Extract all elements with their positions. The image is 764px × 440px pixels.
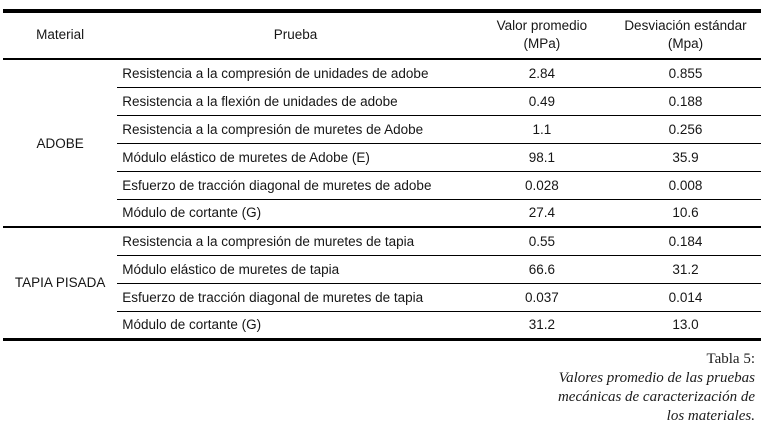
table-row: Módulo de cortante (G) 31.2 13.0: [3, 311, 761, 339]
material-cell: ADOBE: [36, 135, 84, 151]
header-row: Material Prueba Valor promedio (MPa) Des…: [3, 11, 761, 61]
prueba-cell: Esfuerzo de tracción diagonal de muretes…: [117, 283, 474, 312]
valor-promedio-cell: 2.84: [473, 59, 610, 88]
table-row: Módulo de cortante (G) 27.4 10.6: [3, 199, 761, 227]
prueba-cell: Módulo elástico de muretes de tapia: [117, 255, 474, 284]
header-valor-line1: Valor promedio: [496, 18, 588, 33]
table-row: Resistencia a la compresión de muretes d…: [3, 115, 761, 144]
table-row: Esfuerzo de tracción diagonal de muretes…: [3, 283, 761, 312]
table-row: Esfuerzo de tracción diagonal de muretes…: [3, 171, 761, 200]
valor-promedio-cell: 66.6: [473, 255, 610, 284]
desviacion-cell: 0.184: [609, 227, 761, 256]
table-row: Resistencia a la flexión de unidades de …: [3, 87, 761, 116]
material-group: TAPIA PISADA Resistencia a la compresión …: [3, 227, 761, 340]
valor-promedio-cell: 98.1: [473, 143, 610, 172]
table-row: Módulo elástico de muretes de Adobe (E) 9…: [3, 143, 761, 172]
prueba-cell: Módulo de cortante (G): [122, 317, 262, 333]
valor-promedio-cell: 0.49: [473, 87, 610, 116]
valor-promedio-cell: 27.4: [528, 205, 556, 221]
prueba-cell: Esfuerzo de tracción diagonal de muretes…: [117, 171, 474, 200]
header-prueba: Prueba: [117, 11, 474, 61]
valor-promedio-cell: 0.028: [473, 171, 610, 200]
desviacion-cell: 31.2: [609, 255, 761, 284]
caption-label: Tabla 5:: [706, 350, 755, 367]
desviacion-cell: 10.6: [672, 205, 699, 221]
table-row: ADOBE Resistencia a la compresión de unid…: [3, 59, 761, 151]
caption-text: Valores promedio de las pruebas mecánica…: [557, 369, 755, 424]
prueba-cell: Módulo elástico de muretes de Adobe (E): [117, 143, 474, 172]
header-material: Material: [3, 11, 118, 61]
prueba-cell: Resistencia a la compresión de muretes d…: [117, 115, 474, 144]
valor-promedio-cell: 0.55: [473, 227, 610, 256]
prueba-cell: Resistencia a la compresión de muretes d…: [117, 227, 474, 256]
table-row: TAPIA PISADA Resistencia a la compresión …: [3, 227, 761, 290]
material-group: ADOBE Resistencia a la compresión de unid…: [3, 59, 761, 228]
desviacion-cell: 0.014: [609, 283, 761, 312]
header-desv-line1: Desviación estándar: [624, 18, 747, 33]
desviacion-cell: 0.256: [609, 115, 761, 144]
table-caption: Tabla 5: Valores promedio de las pruebas…: [551, 350, 761, 426]
header-valor-promedio: Valor promedio (MPa): [473, 11, 610, 61]
valor-promedio-cell: 0.037: [473, 283, 610, 312]
header-desv-unit: (Mpa): [667, 35, 704, 51]
header-desviacion-estandar: Desviación estándar (Mpa): [609, 11, 761, 61]
table-header: Material Prueba Valor promedio (MPa) Des…: [3, 11, 761, 61]
prueba-cell: Resistencia a la flexión de unidades de …: [117, 87, 474, 116]
prueba-cell: Módulo de cortante (G): [122, 205, 262, 221]
valor-promedio-cell: 1.1: [473, 115, 610, 144]
desviacion-cell: 13.0: [672, 317, 699, 333]
table-row: Módulo elástico de muretes de tapia 66.6 3…: [3, 255, 761, 284]
valor-promedio-cell: 31.2: [528, 317, 556, 333]
material-cell: TAPIA PISADA: [14, 275, 106, 291]
desviacion-cell: 0.188: [609, 87, 761, 116]
materials-table: Material Prueba Valor promedio (MPa) Des…: [3, 9, 761, 341]
header-valor-unit: (MPa): [523, 35, 561, 51]
prueba-cell: Resistencia a la compresión de unidades …: [117, 59, 474, 88]
desviacion-cell: 35.9: [609, 143, 761, 172]
desviacion-cell: 0.008: [609, 171, 761, 200]
desviacion-cell: 0.855: [609, 59, 761, 88]
